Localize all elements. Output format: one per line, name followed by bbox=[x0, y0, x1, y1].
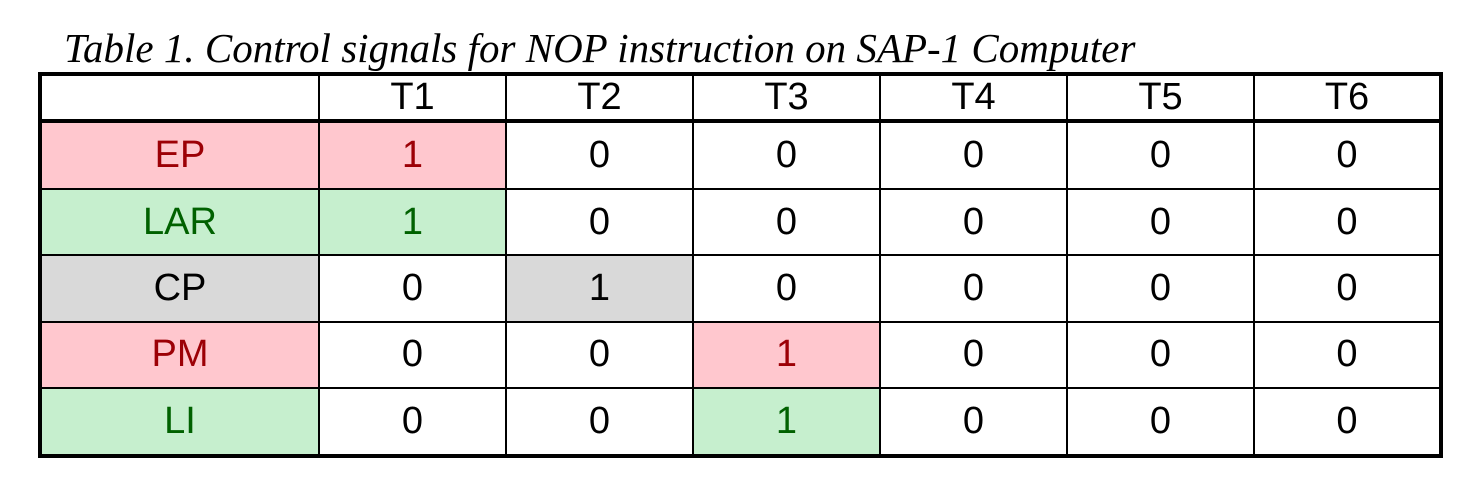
table-cell: 0 bbox=[692, 254, 881, 323]
signal-label-li: LI bbox=[39, 387, 320, 457]
table-cell: 0 bbox=[1066, 320, 1255, 390]
table-cell: 0 bbox=[1066, 187, 1255, 257]
signal-label-pm: PM bbox=[39, 320, 320, 390]
signal-label-ep: EP bbox=[39, 120, 320, 190]
header-cell-t2: T2 bbox=[505, 73, 694, 123]
table-caption: Table 1. Control signals for NOP instruc… bbox=[64, 25, 1136, 71]
header-cell-t4: T4 bbox=[879, 73, 1068, 123]
header-cell-t3: T3 bbox=[692, 73, 881, 123]
table-cell: 0 bbox=[318, 387, 507, 457]
table-cell: 0 bbox=[879, 320, 1068, 390]
table-row-cp: CP 0 1 0 0 0 0 bbox=[39, 254, 1442, 323]
table-cell: 0 bbox=[505, 187, 694, 257]
table-cell: 0 bbox=[879, 187, 1068, 257]
header-cell-t6: T6 bbox=[1253, 73, 1442, 123]
signal-label-cp: CP bbox=[39, 254, 320, 323]
header-cell-corner bbox=[39, 73, 320, 123]
table-cell: 0 bbox=[1253, 120, 1442, 190]
table-cell: 1 bbox=[318, 120, 507, 190]
table-cell: 0 bbox=[1253, 387, 1442, 457]
table-cell: 0 bbox=[1253, 187, 1442, 257]
table-cell: 1 bbox=[692, 320, 881, 390]
table-cell: 0 bbox=[1066, 254, 1255, 323]
signal-label-lar: LAR bbox=[39, 187, 320, 257]
table-cell: 0 bbox=[505, 120, 694, 190]
table-cell: 1 bbox=[318, 187, 507, 257]
table-cell: 0 bbox=[505, 320, 694, 390]
table-cell: 1 bbox=[505, 254, 694, 323]
table-cell: 0 bbox=[879, 120, 1068, 190]
table-cell: 0 bbox=[692, 187, 881, 257]
table-cell: 0 bbox=[1066, 120, 1255, 190]
header-cell-t1: T1 bbox=[318, 73, 507, 123]
table-cell: 0 bbox=[318, 320, 507, 390]
table-row-ep: EP 1 0 0 0 0 0 bbox=[39, 120, 1442, 190]
table-row-pm: PM 0 0 1 0 0 0 bbox=[39, 320, 1442, 390]
table-cell: 0 bbox=[505, 387, 694, 457]
table-row-li: LI 0 0 1 0 0 0 bbox=[39, 387, 1442, 457]
table-cell: 0 bbox=[1253, 254, 1442, 323]
table-cell: 0 bbox=[318, 254, 507, 323]
control-signals-table: T1 T2 T3 T4 T5 T6 EP 1 0 0 0 0 0 LAR 1 0… bbox=[38, 72, 1443, 458]
table-row-lar: LAR 1 0 0 0 0 0 bbox=[39, 187, 1442, 257]
table-cell: 1 bbox=[692, 387, 881, 457]
table-cell: 0 bbox=[879, 387, 1068, 457]
header-cell-t5: T5 bbox=[1066, 73, 1255, 123]
table-cell: 0 bbox=[692, 120, 881, 190]
table-cell: 0 bbox=[1066, 387, 1255, 457]
header-row: T1 T2 T3 T4 T5 T6 bbox=[39, 73, 1442, 123]
table-cell: 0 bbox=[879, 254, 1068, 323]
table-cell: 0 bbox=[1253, 320, 1442, 390]
